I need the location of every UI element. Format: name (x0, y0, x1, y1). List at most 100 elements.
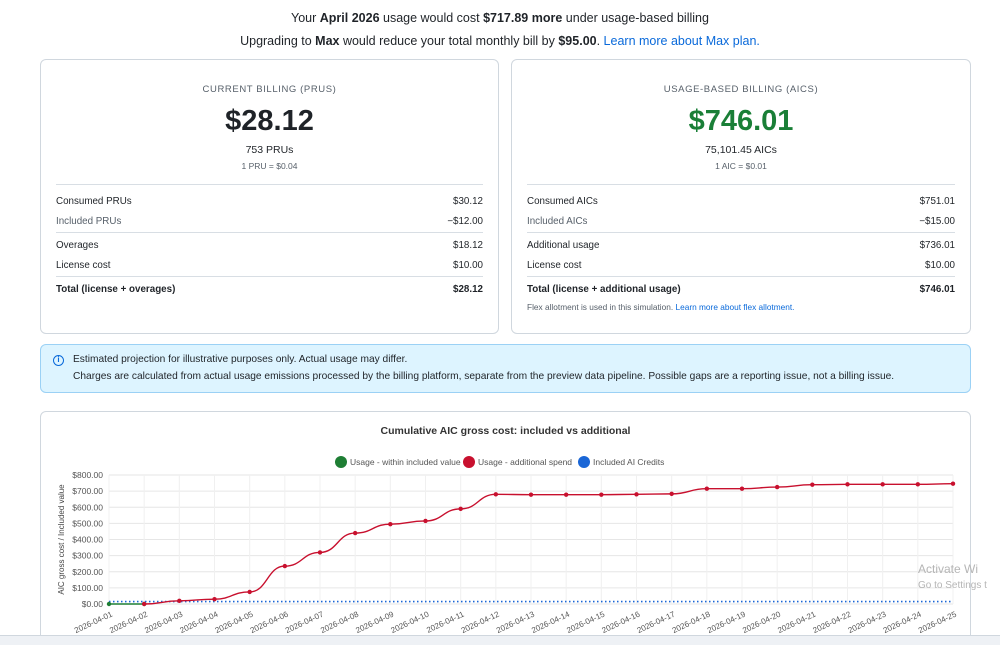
usage-billing-units: 75,101.45 AICs (705, 144, 777, 156)
row-label: Consumed AICs (527, 196, 598, 207)
summary-text: Your (291, 11, 320, 25)
flex-allotment-link[interactable]: Learn more about flex allotment. (675, 302, 795, 312)
summary-text: Upgrading to (240, 34, 316, 48)
legend-marker (463, 456, 475, 468)
y-tick-label: $400.00 (72, 535, 103, 545)
summary-text: usage would cost (379, 11, 484, 25)
data-point (493, 492, 499, 497)
x-tick-label: 2026-04-21 (776, 609, 817, 635)
data-point (774, 484, 780, 490)
x-tick-label: 2026-04-14 (530, 609, 571, 635)
data-point (282, 563, 288, 569)
legend-label: Included AI Credits (593, 457, 664, 467)
legend-label: Usage - within included value (350, 457, 461, 467)
included-aics-row: Included AICs −$15.00 (527, 216, 955, 227)
consumed-aics-row: Consumed AICs $751.01 (527, 196, 955, 207)
row-label: Total (license + additional usage) (527, 284, 681, 295)
x-tick-label: 2026-04-13 (495, 609, 536, 635)
x-tick-label: 2026-04-03 (143, 609, 184, 635)
cost-summary-line: Your April 2026 usage would cost $717.89… (0, 11, 1000, 25)
data-point (634, 492, 639, 497)
divider (527, 276, 955, 277)
usage-billing-total: $746.01 (688, 105, 794, 137)
x-tick-label: 2026-04-23 (847, 609, 888, 635)
info-line-2: Charges are calculated from actual usage… (73, 371, 895, 382)
overages-row: Overages $18.12 (56, 240, 483, 251)
row-label: License cost (56, 260, 111, 271)
summary-month: April 2026 (319, 11, 380, 25)
x-tick-label: 2026-04-12 (460, 609, 501, 635)
data-point (599, 492, 604, 497)
current-billing-units: 753 PRUs (245, 144, 294, 156)
x-tick-label: 2026-04-02 (108, 609, 149, 635)
divider (56, 232, 483, 233)
summary-savings: $95.00 (558, 34, 597, 48)
data-point (528, 492, 534, 497)
data-point (141, 601, 147, 607)
x-tick-label: 2026-04-19 (706, 609, 747, 635)
current-billing-total: $28.12 (225, 105, 314, 137)
summary-text: . (596, 34, 604, 48)
data-point (845, 482, 850, 487)
x-tick-label: 2026-04-10 (389, 609, 430, 635)
x-tick-label: 2026-04-09 (354, 609, 395, 635)
current-billing-card: CURRENT BILLING (PRUS) $28.12 753 PRUs 1… (40, 59, 499, 334)
data-point (106, 601, 112, 607)
divider (56, 276, 483, 277)
data-point (352, 530, 358, 536)
total-row: Total (license + overages) $28.12 (56, 284, 483, 295)
x-tick-label: 2026-04-11 (425, 609, 466, 634)
row-label: Included PRUs (56, 216, 122, 227)
y-tick-label: $300.00 (72, 551, 103, 561)
x-tick-label: 2026-04-25 (917, 609, 958, 635)
x-tick-label: 2026-04-18 (671, 609, 712, 635)
x-tick-label: 2026-04-08 (319, 609, 360, 635)
y-tick-label: $100.00 (72, 583, 103, 593)
data-point (739, 486, 745, 491)
row-value: $10.00 (925, 260, 955, 271)
usage-billing-card: USAGE-BASED BILLING (AICS) $746.01 75,10… (511, 59, 971, 334)
included-prus-row: Included PRUs −$12.00 (56, 216, 483, 227)
additional-spend-line (144, 483, 954, 605)
row-value: $28.12 (453, 284, 483, 295)
data-point (704, 486, 710, 491)
y-tick-label: $500.00 (72, 518, 103, 528)
data-point (810, 482, 815, 487)
license-cost-row: License cost $10.00 (527, 260, 955, 271)
taskbar (0, 635, 1000, 645)
y-tick-label: $600.00 (72, 502, 103, 512)
data-point (880, 482, 885, 487)
license-cost-row: License cost $10.00 (56, 260, 483, 271)
data-point (669, 491, 674, 497)
data-point (915, 482, 921, 487)
info-icon: i (53, 355, 64, 366)
legend-label: Usage - additional spend (478, 457, 572, 467)
data-point (458, 506, 463, 512)
row-value: $736.01 (919, 240, 955, 251)
row-value: $10.00 (453, 260, 483, 271)
activation-watermark-sub: Go to Settings t (918, 580, 987, 591)
divider (527, 232, 955, 233)
data-point (388, 521, 393, 527)
row-value: $18.12 (453, 240, 483, 251)
data-point (212, 596, 217, 602)
legend-marker (578, 456, 590, 468)
x-tick-label: 2026-04-15 (565, 609, 606, 635)
additional-usage-row: Additional usage $736.01 (527, 240, 955, 251)
flex-allotment-note: Flex allotment is used in this simulatio… (527, 302, 795, 312)
x-tick-label: 2026-04-07 (284, 609, 325, 635)
x-tick-label: 2026-04-04 (178, 609, 219, 635)
data-point (317, 550, 323, 555)
row-value: −$15.00 (919, 216, 955, 227)
x-tick-label: 2026-04-16 (600, 609, 641, 635)
activation-watermark: Activate Wi (918, 562, 979, 576)
max-plan-link[interactable]: Learn more about Max plan. (603, 34, 760, 48)
x-tick-label: 2026-04-17 (636, 609, 677, 635)
row-label: Consumed PRUs (56, 196, 132, 207)
row-label: Total (license + overages) (56, 284, 176, 295)
chart-card: Cumulative AIC gross cost: included vs a… (40, 411, 971, 645)
row-label: Overages (56, 240, 99, 251)
info-banner: i Estimated projection for illustrative … (40, 344, 971, 393)
x-tick-label: 2026-04-22 (811, 609, 852, 635)
data-point (563, 492, 569, 497)
